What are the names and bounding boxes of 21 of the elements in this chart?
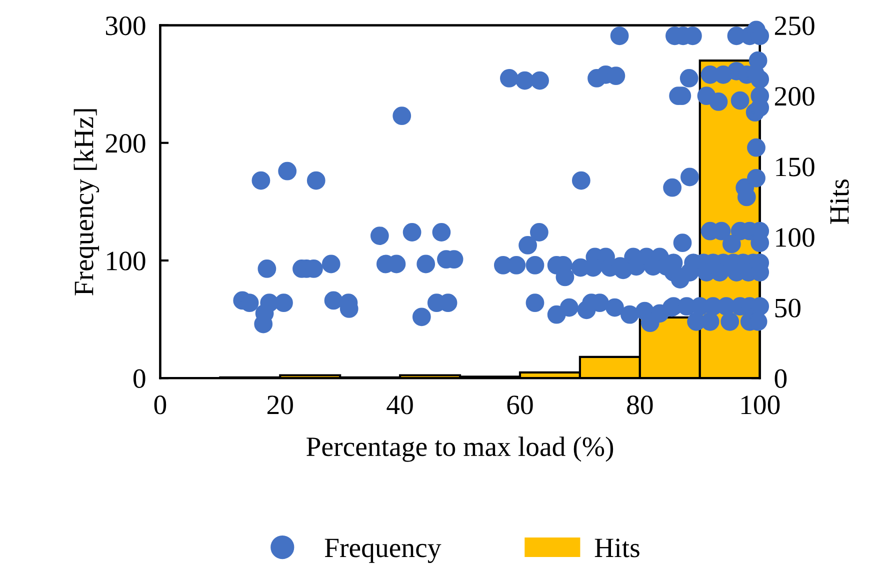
x-tick-label: 20 bbox=[267, 396, 293, 414]
y2-axis-title: Hits bbox=[830, 180, 849, 224]
y2-tick-label: 150 bbox=[776, 158, 814, 176]
y2-tick-label: 250 bbox=[774, 16, 814, 36]
x-tick-label: 60 bbox=[507, 396, 533, 414]
y-tick-label: 100 bbox=[107, 252, 146, 270]
y2-tick-label: 0 bbox=[774, 369, 787, 388]
y-tick-label: 0 bbox=[133, 369, 146, 388]
y-tick-label: 300 bbox=[106, 16, 146, 36]
x-axis-title: Percentage to max load (%) bbox=[306, 436, 614, 462]
legend-label: Hits bbox=[594, 538, 640, 558]
y-tick-label: 200 bbox=[106, 134, 146, 153]
y2-tick-label: 200 bbox=[774, 87, 814, 106]
y2-tick-label: 50 bbox=[775, 298, 800, 318]
x-tick-label: 40 bbox=[386, 396, 413, 414]
legend-label: Frequency bbox=[324, 538, 442, 563]
y-axis-title: Frequency [kHz] bbox=[74, 109, 100, 296]
x-tick-label: 100 bbox=[741, 396, 780, 414]
x-tick-label: 0 bbox=[154, 396, 166, 414]
y2-tick-label: 100 bbox=[776, 228, 814, 247]
x-tick-label: 80 bbox=[627, 396, 653, 414]
